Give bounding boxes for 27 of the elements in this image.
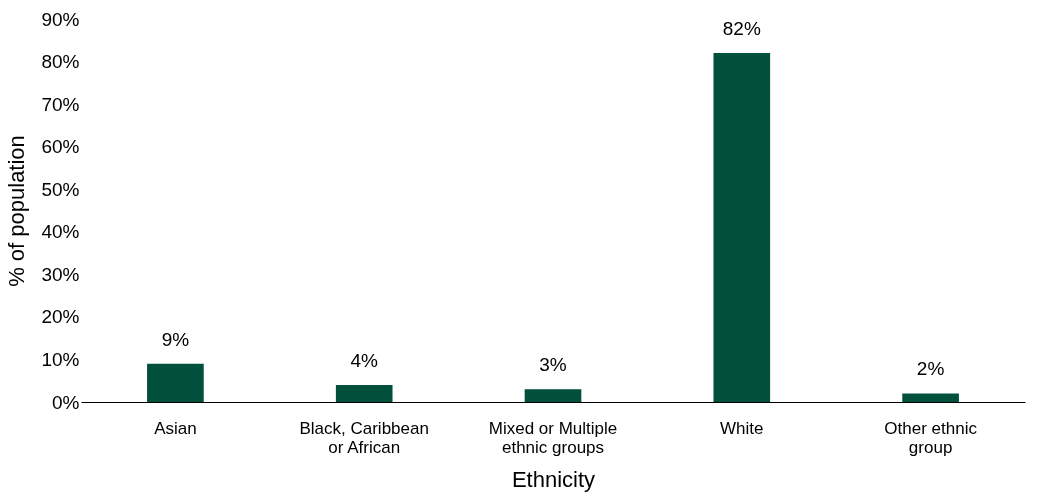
bar xyxy=(713,53,771,402)
y-tick-label: 80% xyxy=(41,51,80,73)
bar xyxy=(335,384,393,402)
x-tick-label: Asian xyxy=(154,418,197,438)
y-tick-label: 30% xyxy=(41,263,80,285)
y-tick-label: 60% xyxy=(41,136,80,158)
y-tick-label: 70% xyxy=(41,93,80,115)
data-label: 9% xyxy=(161,328,190,350)
y-tick-label: 0% xyxy=(52,391,80,413)
bar xyxy=(902,393,959,402)
data-label: 3% xyxy=(539,354,567,376)
x-tick-label: Mixed or Multiple ethnic groups xyxy=(488,418,618,457)
y-tick-label: 90% xyxy=(41,8,80,30)
data-label: 82% xyxy=(722,18,761,40)
y-tick-label: 50% xyxy=(41,178,80,200)
y-axis-title: % of population xyxy=(4,135,30,287)
x-tick-label: Black, Caribbean or African xyxy=(299,418,429,457)
y-tick-label: 20% xyxy=(41,306,80,328)
data-label: 2% xyxy=(916,358,945,380)
x-axis-title: Ethnicity xyxy=(511,466,596,492)
x-tick-label: White xyxy=(720,418,764,438)
bar xyxy=(524,389,582,402)
bar xyxy=(147,363,204,402)
x-tick-label: Other ethnic group xyxy=(884,418,978,457)
y-tick-label: 10% xyxy=(41,348,80,370)
data-label: 4% xyxy=(350,349,379,371)
y-tick-label: 40% xyxy=(41,221,80,243)
